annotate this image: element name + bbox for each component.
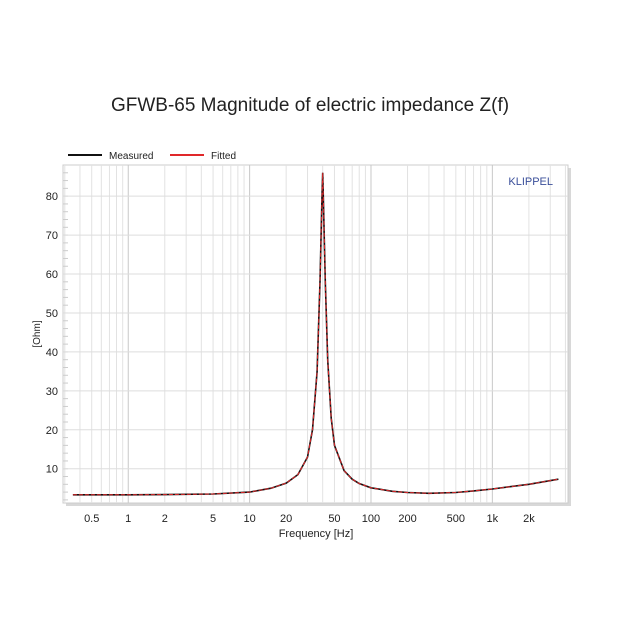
y-axis-label: [Ohm] bbox=[32, 320, 43, 347]
x-tick-label: 10 bbox=[243, 513, 255, 525]
chart-title: GFWB-65 Magnitude of electric impedance … bbox=[110, 95, 510, 116]
x-tick-label: 200 bbox=[398, 513, 416, 525]
y-tick-label: 20 bbox=[46, 425, 58, 437]
x-tick-label: 500 bbox=[447, 513, 465, 525]
x-tick-label: 2 bbox=[162, 513, 168, 525]
x-tick-label: 1k bbox=[487, 513, 499, 525]
x-tick-label: 50 bbox=[328, 513, 340, 525]
y-tick-label: 10 bbox=[46, 464, 58, 476]
x-tick-label: 1 bbox=[125, 513, 131, 525]
x-tick-label: 0.5 bbox=[84, 513, 99, 525]
y-tick-label: 40 bbox=[46, 347, 58, 359]
legend-label: Fitted bbox=[211, 151, 236, 162]
y-tick-label: 30 bbox=[46, 386, 58, 398]
y-tick-label: 80 bbox=[46, 191, 58, 203]
x-tick-label: 5 bbox=[210, 513, 216, 525]
x-tick-label: 20 bbox=[280, 513, 292, 525]
y-tick-label: 50 bbox=[46, 308, 58, 320]
y-tick-label: 70 bbox=[46, 230, 58, 242]
x-tick-label: 100 bbox=[362, 513, 380, 525]
y-tick-label: 60 bbox=[46, 269, 58, 281]
x-tick-label: 2k bbox=[523, 513, 535, 525]
klippel-watermark: KLIPPEL bbox=[508, 176, 553, 188]
plot-area bbox=[62, 164, 569, 504]
series-line-fitted bbox=[72, 172, 559, 496]
x-axis-label: Frequency [Hz] bbox=[279, 528, 354, 540]
legend-label: Measured bbox=[109, 151, 153, 162]
